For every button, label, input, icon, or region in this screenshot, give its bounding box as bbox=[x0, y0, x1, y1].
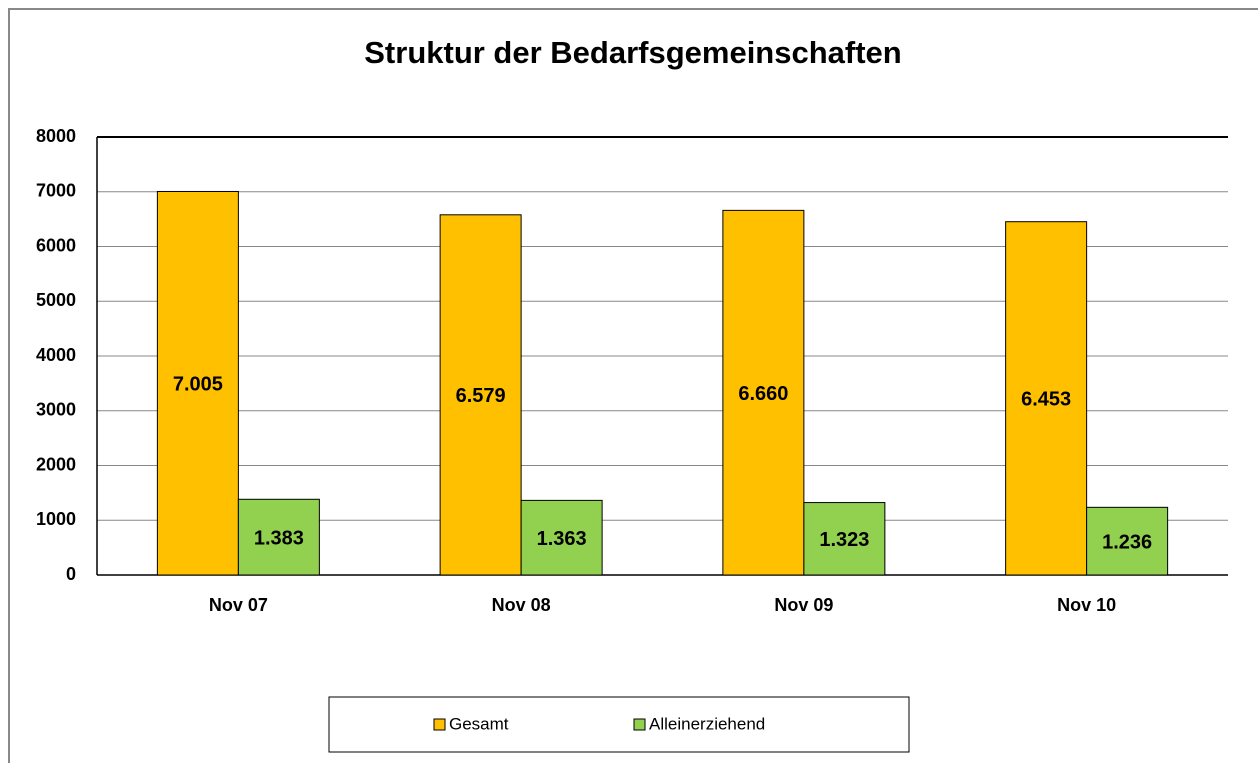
value-label: 1.236 bbox=[1102, 531, 1152, 553]
frame bbox=[8, 8, 1258, 763]
y-tick-label: 4000 bbox=[36, 345, 76, 365]
y-tick-label: 3000 bbox=[36, 400, 76, 420]
y-tick-label: 8000 bbox=[36, 126, 76, 146]
x-tick-label: Nov 07 bbox=[209, 595, 268, 615]
legend-swatch bbox=[633, 718, 646, 731]
value-label: 7.005 bbox=[173, 374, 223, 396]
y-tick-label: 1000 bbox=[36, 509, 76, 529]
value-label: 1.363 bbox=[537, 528, 587, 550]
legend-swatch bbox=[433, 718, 446, 731]
bar bbox=[1005, 221, 1088, 576]
y-tick-label: 7000 bbox=[36, 181, 76, 201]
value-label: 6.453 bbox=[1021, 389, 1071, 411]
bar bbox=[1086, 506, 1169, 576]
x-tick-label: Nov 08 bbox=[492, 595, 551, 615]
value-label: 1.323 bbox=[819, 529, 869, 551]
bar bbox=[803, 502, 886, 576]
bar bbox=[520, 499, 603, 576]
x-tick-label: Nov 09 bbox=[774, 595, 833, 615]
bar bbox=[439, 214, 522, 576]
bar bbox=[722, 209, 805, 576]
x-tick-label: Nov 10 bbox=[1057, 595, 1116, 615]
value-label: 6.660 bbox=[738, 383, 788, 405]
legend-box bbox=[328, 696, 910, 753]
bar bbox=[156, 190, 239, 576]
chart-title: Struktur der Bedarfsgemeinschaften bbox=[364, 35, 901, 70]
y-tick-label: 0 bbox=[66, 564, 76, 584]
value-label: 6.579 bbox=[456, 385, 506, 407]
bar bbox=[237, 498, 320, 576]
value-label: 1.383 bbox=[254, 527, 304, 549]
legend-label: Gesamt bbox=[449, 714, 509, 733]
y-tick-label: 2000 bbox=[36, 454, 76, 474]
legend-label: Alleinerziehend bbox=[649, 714, 765, 733]
y-tick-label: 6000 bbox=[36, 235, 76, 255]
y-tick-label: 5000 bbox=[36, 290, 76, 310]
